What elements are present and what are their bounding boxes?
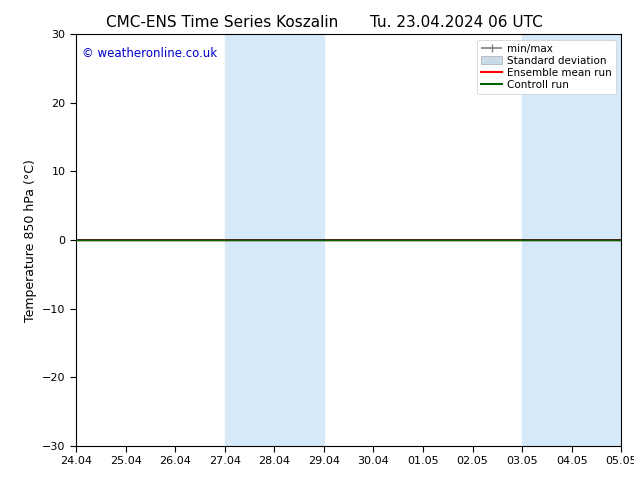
Bar [572,34,621,446]
Bar [225,34,275,446]
Bar [275,34,324,446]
Legend: min/max, Standard deviation, Ensemble mean run, Controll run: min/max, Standard deviation, Ensemble me… [477,40,616,94]
Text: Tu. 23.04.2024 06 UTC: Tu. 23.04.2024 06 UTC [370,15,543,30]
Text: © weatheronline.co.uk: © weatheronline.co.uk [82,47,217,60]
Bar [522,34,572,446]
Text: CMC-ENS Time Series Koszalin: CMC-ENS Time Series Koszalin [106,15,338,30]
Y-axis label: Temperature 850 hPa (°C): Temperature 850 hPa (°C) [23,159,37,321]
